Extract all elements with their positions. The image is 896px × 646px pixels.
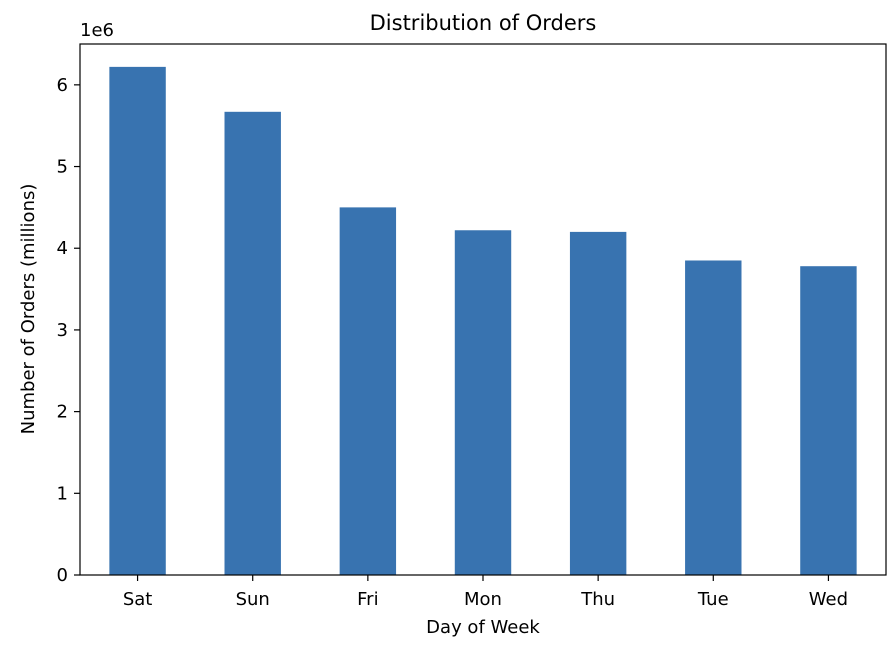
y-tick-label: 1 [57,483,68,504]
x-axis-label: Day of Week [426,617,540,638]
chart-title: Distribution of Orders [370,11,597,35]
bar-sat [109,66,166,576]
bar-sun [224,111,281,575]
plot-frame [79,43,887,576]
y-tick-label: 5 [57,157,68,178]
x-tick-label: Tue [697,589,729,610]
x-tick-label: Thu [580,589,615,610]
x-axis-ticks: Sat Sun Fri Mon Thu Tue Wed [123,575,848,610]
x-tick-label: Sat [123,589,153,610]
y-tick-label: 2 [57,402,68,423]
x-tick-label: Fri [357,589,378,610]
bars-group [109,66,857,576]
y-axis-offset-label: 1e6 [80,20,114,41]
x-tick-label: Mon [464,589,502,610]
bar-thu [569,231,627,575]
bar-wed [800,266,857,575]
y-tick-label: 3 [57,320,68,341]
bar-mon [454,230,512,575]
bar-tue [685,260,742,575]
y-tick-label: 4 [57,238,68,259]
y-axis-ticks: 0 1 2 3 4 5 6 [57,75,80,586]
x-tick-label: Wed [809,589,848,610]
y-tick-label: 6 [57,75,68,96]
y-tick-label: 0 [57,565,68,586]
bar-fri [339,207,397,575]
x-tick-label: Sun [236,589,270,610]
y-axis-label: Number of Orders (millions) [18,184,39,435]
